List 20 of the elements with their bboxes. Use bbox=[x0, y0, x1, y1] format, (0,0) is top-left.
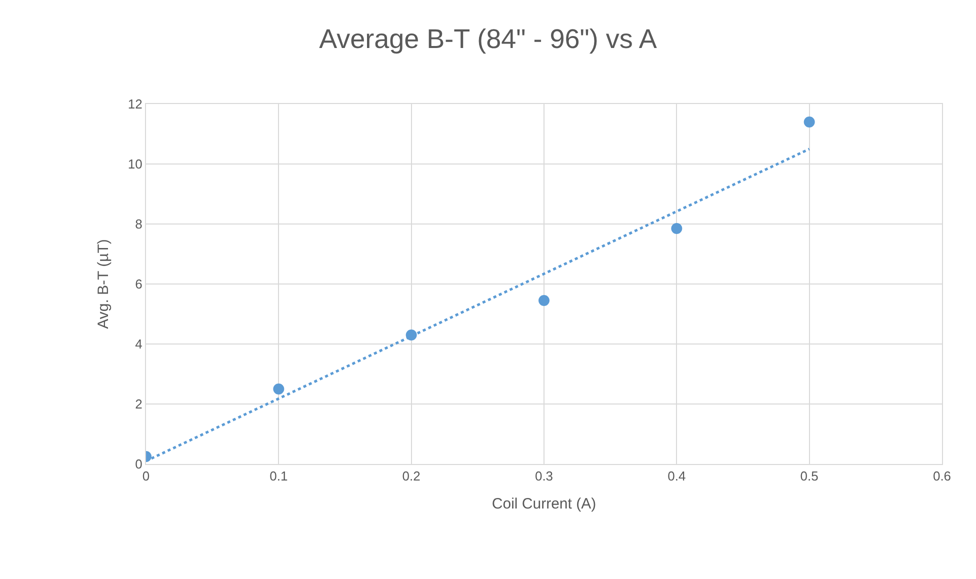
point bbox=[804, 116, 815, 128]
y-tick-label: 8 bbox=[135, 216, 142, 232]
x-tick-label: 0.3 bbox=[534, 468, 554, 484]
x-tick-label: 0.4 bbox=[668, 468, 686, 484]
x-tick-label: 0.5 bbox=[800, 468, 818, 484]
x-axis-title: Coil Current (A) bbox=[492, 496, 596, 513]
point bbox=[538, 295, 550, 306]
point bbox=[273, 384, 284, 394]
y-tick-label: 10 bbox=[128, 156, 142, 172]
chart-title: Average B-T (84" - 96") vs A bbox=[319, 24, 657, 54]
x-tick-label: 0.1 bbox=[270, 468, 288, 484]
y-tick-label: 4 bbox=[135, 336, 142, 352]
y-tick-label: 6 bbox=[135, 276, 142, 292]
y-tick-label: 0 bbox=[135, 456, 142, 472]
y-axis-title: Avg. B-T (µT) bbox=[95, 239, 112, 329]
x-tick-label: 0.2 bbox=[402, 468, 420, 484]
x-tick-label: 0.6 bbox=[932, 468, 952, 484]
y-tick-label: 12 bbox=[128, 96, 142, 112]
y-tick-label: 2 bbox=[135, 396, 142, 412]
point bbox=[671, 223, 682, 234]
